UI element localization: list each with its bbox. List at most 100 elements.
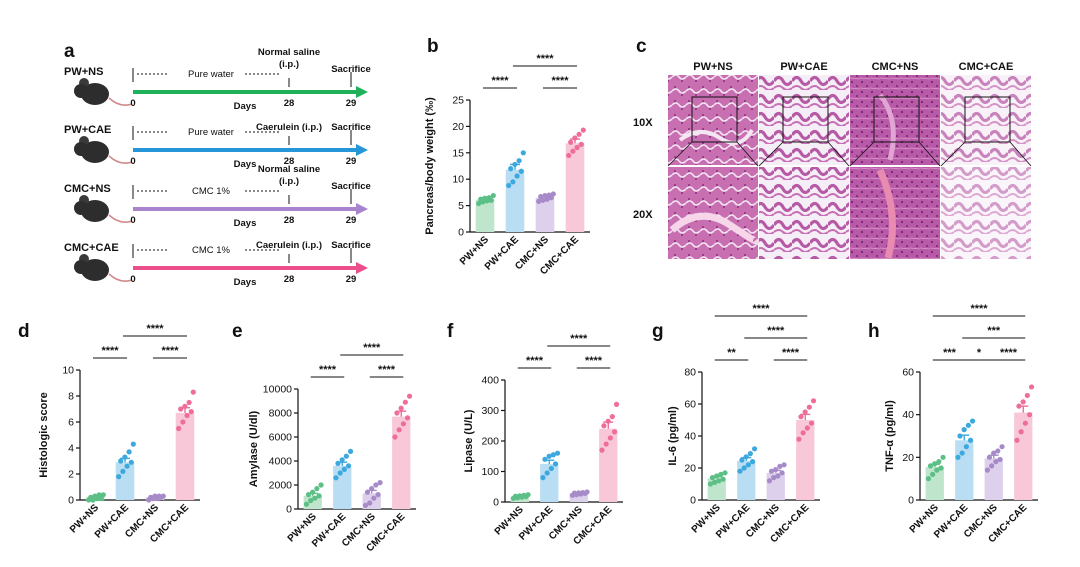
y-tick-label: 200 xyxy=(481,436,499,448)
y-axis-label: Pancreas/body weight (‰) xyxy=(424,97,436,235)
y-tick-label: 100 xyxy=(481,466,499,478)
micrograph-pw-ns-10x xyxy=(668,75,758,165)
data-point xyxy=(802,409,808,415)
y-axis-label: Lipase (U/L) xyxy=(463,409,475,472)
y-axis-label: TNF-α (pg/ml) xyxy=(884,400,896,472)
data-point xyxy=(373,482,379,488)
significance-label: **** xyxy=(585,355,603,367)
data-point xyxy=(316,493,322,499)
day-label: 28 xyxy=(284,156,295,167)
data-point xyxy=(400,421,406,427)
data-point xyxy=(364,489,371,495)
y-tick-label: 0 xyxy=(908,495,914,507)
y-tick-label: 4000 xyxy=(269,456,293,468)
data-point xyxy=(160,493,166,499)
data-point xyxy=(798,414,804,420)
data-point xyxy=(314,486,320,492)
days-label: Days xyxy=(234,159,257,170)
arrowhead xyxy=(356,144,368,156)
data-point xyxy=(540,475,546,481)
y-tick-label: 2 xyxy=(68,469,74,481)
histology-col-pw-cae: PW+CAE xyxy=(780,61,827,73)
data-point xyxy=(714,473,720,479)
y-tick-label: 60 xyxy=(902,367,914,379)
mouse-icon xyxy=(74,136,133,164)
days-label: Days xyxy=(234,218,257,229)
data-point xyxy=(190,389,196,395)
data-point xyxy=(303,501,310,507)
data-point xyxy=(552,461,559,467)
y-tick-label: 80 xyxy=(684,367,696,379)
data-point xyxy=(989,463,995,469)
data-point xyxy=(576,490,582,496)
treatment-label: CMC 1% xyxy=(192,186,231,197)
injection-label: Caerulein (i.p.) xyxy=(256,240,322,251)
data-point xyxy=(520,150,526,156)
data-point xyxy=(305,492,312,498)
treatment-label: CMC 1% xyxy=(192,245,231,256)
bar xyxy=(392,416,411,509)
injection-label: (i.p.) xyxy=(279,176,299,187)
day-label: 29 xyxy=(346,274,357,285)
y-tick-label: 20 xyxy=(902,452,914,464)
data-point xyxy=(88,494,94,500)
y-tick-label: 400 xyxy=(481,375,499,387)
data-point xyxy=(124,463,130,469)
data-point xyxy=(310,489,316,495)
data-point xyxy=(806,404,812,410)
data-point xyxy=(337,470,343,476)
data-point xyxy=(546,453,552,459)
y-tick-label: 20 xyxy=(684,463,696,475)
data-point xyxy=(779,470,785,476)
arrowhead xyxy=(356,86,368,98)
data-point xyxy=(308,498,314,504)
bar xyxy=(925,466,944,500)
data-point xyxy=(940,454,946,460)
data-point xyxy=(1014,437,1020,443)
data-point xyxy=(536,198,542,204)
y-tick-label: 15 xyxy=(452,147,464,159)
data-point xyxy=(927,463,934,469)
data-point xyxy=(98,496,104,502)
data-point xyxy=(572,135,578,141)
data-point xyxy=(343,453,349,459)
data-point xyxy=(991,450,997,456)
data-point xyxy=(542,456,548,462)
y-axis-label: Amylase (U/dl) xyxy=(248,410,260,487)
data-point xyxy=(997,456,1003,463)
data-point xyxy=(406,393,413,399)
significance-label: **** xyxy=(363,342,381,354)
data-point xyxy=(605,418,611,424)
data-point xyxy=(525,492,531,498)
data-point xyxy=(957,433,963,439)
data-point xyxy=(796,436,802,442)
data-point xyxy=(580,489,586,496)
data-point xyxy=(930,471,936,477)
y-tick-label: 4 xyxy=(68,443,74,455)
data-point xyxy=(969,418,976,424)
data-point xyxy=(152,493,158,499)
bar xyxy=(1014,412,1033,500)
data-point xyxy=(739,457,745,463)
data-point xyxy=(508,166,514,172)
data-point xyxy=(568,139,574,145)
data-point xyxy=(148,494,154,500)
mouse-icon xyxy=(74,254,133,282)
y-tick-label: 8000 xyxy=(269,408,293,420)
data-point xyxy=(506,182,512,189)
significance-label: * xyxy=(977,347,982,359)
group-label: PW+NS xyxy=(64,66,103,78)
day-label: 29 xyxy=(346,215,357,226)
y-tick-label: 0 xyxy=(493,497,499,509)
injection-label: Normal saline xyxy=(258,47,320,58)
days-label: Days xyxy=(234,277,257,288)
micrograph-pw-cae-20x xyxy=(759,167,849,259)
significance-label: **** xyxy=(970,303,988,315)
data-point xyxy=(965,422,971,428)
y-tick-label: 20 xyxy=(452,121,464,133)
data-point xyxy=(741,465,747,471)
